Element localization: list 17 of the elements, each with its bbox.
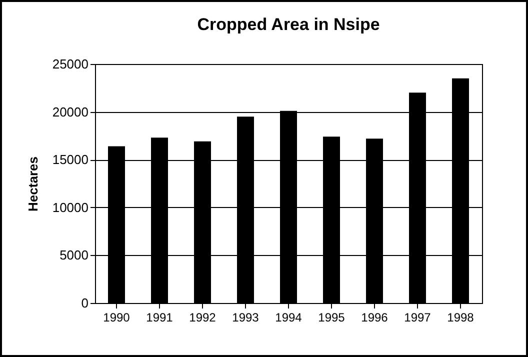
x-tick-label: 1993 [232,310,260,324]
y-tick-label: 5000 [60,248,88,263]
x-tick-label: 1996 [361,310,388,324]
x-tick-label: 1992 [189,310,216,324]
x-tick-label: 1990 [103,310,130,324]
chart-title: Cropped Area in Nsipe [197,15,380,34]
x-tick-label: 1998 [447,310,474,324]
x-tick-label: 1991 [146,310,174,324]
y-tick-label: 0 [81,296,88,310]
y-axis-title: Hectares [25,156,40,212]
x-tick-label: 1997 [404,310,432,324]
y-tick-label: 10000 [52,200,88,215]
y-tick-label: 15000 [52,152,88,168]
x-tick-label: 1995 [318,310,346,324]
y-tick-label: 25000 [52,56,88,72]
x-tick-label: 1994 [275,310,302,324]
y-tick-label: 20000 [52,104,88,120]
